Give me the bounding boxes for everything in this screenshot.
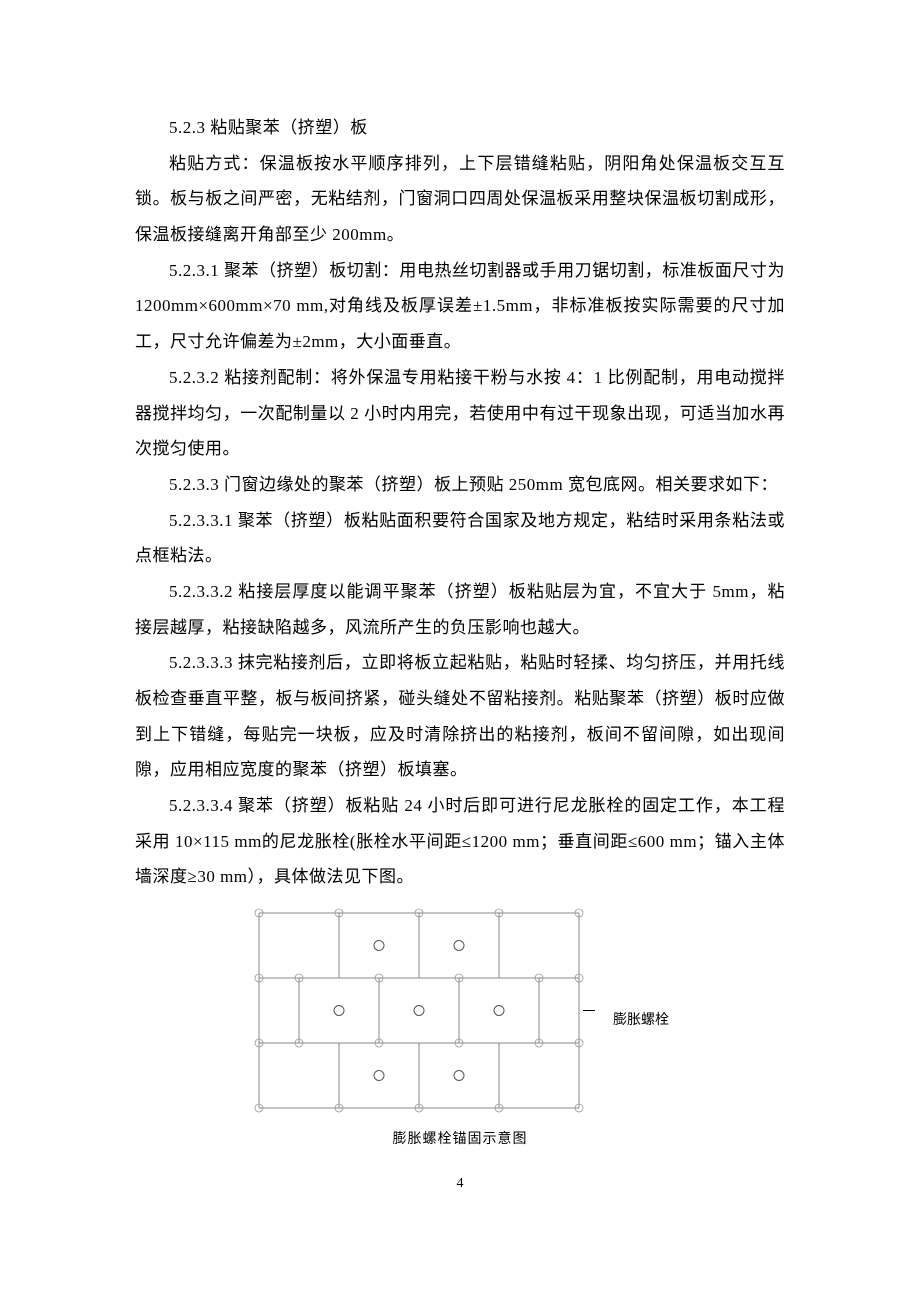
para-5-2-3-3-3: 5.2.3.3.3 抹完粘接剂后，立即将板立起粘贴，粘贴时轻揉、均匀挤压，并用托… — [135, 645, 785, 788]
page-content: 5.2.3 粘贴聚苯（挤塑）板 粘贴方式：保温板按水平顺序排列，上下层错缝粘贴，… — [0, 0, 920, 1252]
para-5-2-3-2: 5.2.3.2 粘接剂配制：将外保温专用粘接干粉与水按 4：1 比例配制，用电动… — [135, 360, 785, 467]
para-method: 粘贴方式：保温板按水平顺序排列，上下层错缝粘贴，阴阳角处保温板交互互锁。板与板之… — [135, 146, 785, 253]
anchor-diagram-with-label: 膨胀螺栓 — [251, 905, 669, 1116]
para-5-2-3-3-2: 5.2.3.3.2 粘接层厚度以能调平聚苯（挤塑）板粘贴层为宜，不宜大于 5mm… — [135, 574, 785, 645]
diagram-caption: 膨胀螺栓锚固示意图 — [135, 1128, 785, 1148]
para-5-2-3-3-1: 5.2.3.3.1 聚苯（挤塑）板粘贴面积要符合国家及地方规定，粘结时采用条粘法… — [135, 503, 785, 574]
para-5-2-3: 5.2.3 粘贴聚苯（挤塑）板 — [135, 110, 785, 146]
page-number: 4 — [135, 1176, 785, 1192]
anchor-diagram — [251, 905, 607, 1116]
para-5-2-3-3-4: 5.2.3.3.4 聚苯（挤塑）板粘贴 24 小时后即可进行尼龙胀栓的固定工作，… — [135, 788, 785, 895]
anchor-diagram-container: 膨胀螺栓 — [135, 905, 785, 1116]
para-5-2-3-3: 5.2.3.3 门窗边缘处的聚苯（挤塑）板上预贴 250mm 宽包底网。相关要求… — [135, 467, 785, 503]
para-5-2-3-1: 5.2.3.1 聚苯（挤塑）板切割：用电热丝切割器或手用刀锯切割，标准板面尺寸为… — [135, 253, 785, 360]
diagram-side-label: 膨胀螺栓 — [613, 1009, 669, 1029]
